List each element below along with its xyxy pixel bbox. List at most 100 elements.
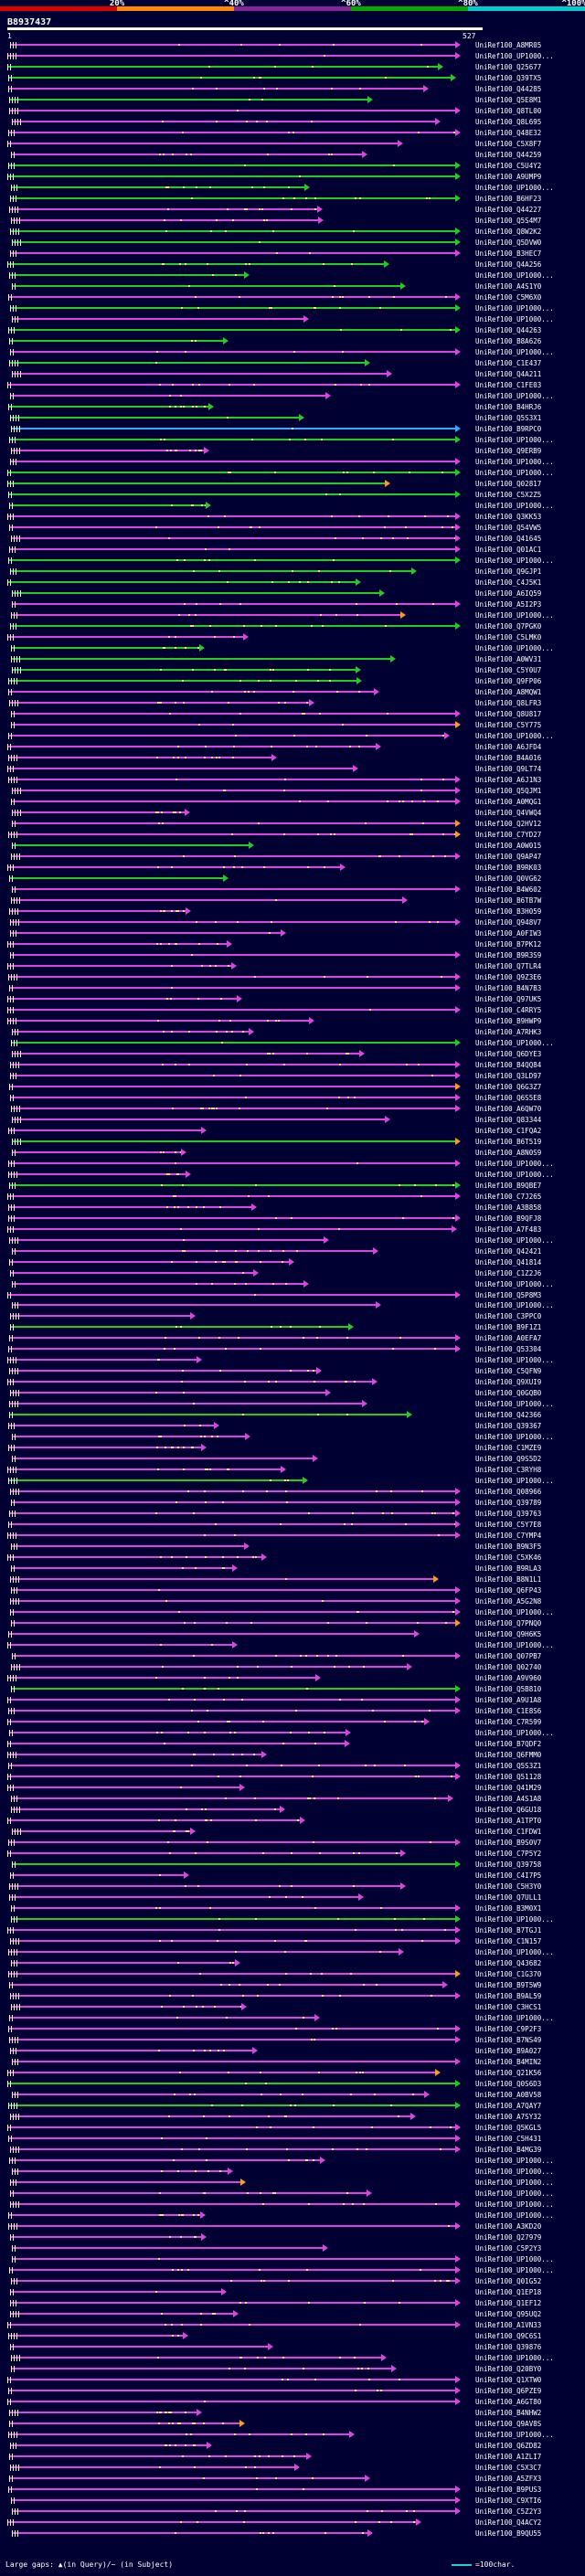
hit-row[interactable]: UniRef100_C4I7P5 xyxy=(0,1871,585,1880)
hit-label[interactable]: UniRef100_C7YMP4 xyxy=(475,1532,542,1541)
hit-label[interactable]: UniRef100_Q41M29 xyxy=(475,1784,542,1793)
hit-row[interactable]: UniRef100_Q44259 xyxy=(0,150,585,159)
hit-row[interactable]: UniRef100_A9UMP9 xyxy=(0,172,585,181)
hit-row[interactable]: UniRef100_A8MR05 xyxy=(0,41,585,49)
hit-row[interactable]: UniRef100_UP1000... xyxy=(0,1729,585,1737)
hit-label[interactable]: UniRef100_UP1000... xyxy=(475,1948,554,1957)
hit-row[interactable]: UniRef100_Q41M29 xyxy=(0,1784,585,1792)
hit-row[interactable]: UniRef100_B6TB7W xyxy=(0,896,585,905)
hit-row[interactable]: UniRef100_Q51128 xyxy=(0,1773,585,1781)
hit-label[interactable]: UniRef100_Q6DYE3 xyxy=(475,1049,542,1058)
hit-row[interactable]: UniRef100_C5M6X0 xyxy=(0,292,585,302)
hit-label[interactable]: UniRef100_Q44259 xyxy=(475,150,542,159)
hit-row[interactable]: UniRef100_Q8L695 xyxy=(0,117,585,126)
hit-row[interactable]: UniRef100_Q6DYE3 xyxy=(0,1049,585,1058)
hit-label[interactable]: UniRef100_UP1000... xyxy=(475,270,554,280)
hit-label[interactable]: UniRef100_B9RLA3 xyxy=(475,1564,542,1574)
hit-label[interactable]: UniRef100_C5X3C7 xyxy=(475,2464,542,2473)
hit-row[interactable]: UniRef100_Q43682 xyxy=(0,1959,585,1967)
hit-row[interactable]: UniRef100_B8A626 xyxy=(0,336,585,345)
hit-row[interactable]: UniRef100_B7QDF2 xyxy=(0,1740,585,1748)
hit-label[interactable]: UniRef100_A1ZLI7 xyxy=(475,2453,542,2462)
hit-label[interactable]: UniRef100_Q1EP18 xyxy=(475,2288,542,2297)
hit-row[interactable]: UniRef100_B3M0X1 xyxy=(0,1904,585,1913)
hit-row[interactable]: UniRef100_B6T519 xyxy=(0,1137,585,1146)
hit-label[interactable]: UniRef100_B9AL59 xyxy=(475,1992,542,2001)
hit-row[interactable]: UniRef100_Q9GJP1 xyxy=(0,567,585,576)
hit-label[interactable]: UniRef100_UP1000... xyxy=(475,1356,554,1365)
hit-label[interactable]: UniRef100_Q8W2K2 xyxy=(475,227,542,236)
hit-row[interactable]: UniRef100_Q9ERB9 xyxy=(0,446,585,455)
hit-row[interactable]: UniRef100_Q9AP47 xyxy=(0,852,585,861)
hit-row[interactable]: UniRef100_UP1000... xyxy=(0,2157,585,2165)
hit-row[interactable]: UniRef100_UP1000... xyxy=(0,391,585,400)
hit-row[interactable]: UniRef100_Q41645 xyxy=(0,534,585,543)
hit-label[interactable]: UniRef100_Q01G52 xyxy=(475,2277,542,2286)
hit-label[interactable]: UniRef100_Q9AV8S xyxy=(475,2420,542,2429)
hit-row[interactable]: UniRef100_A0W015 xyxy=(0,841,585,850)
hit-row[interactable]: UniRef100_UP1000... xyxy=(0,1948,585,1956)
hit-label[interactable]: UniRef100_Q0VG62 xyxy=(475,874,542,883)
hit-row[interactable]: UniRef100_B4HRJ6 xyxy=(0,402,585,411)
hit-label[interactable]: UniRef100_C4I7P5 xyxy=(475,1871,542,1881)
hit-row[interactable]: UniRef100_Q1EP18 xyxy=(0,2288,585,2296)
hit-label[interactable]: UniRef100_B9T5W9 xyxy=(475,1981,542,1990)
hit-row[interactable]: UniRef100_C5X8F7 xyxy=(0,139,585,148)
hit-label[interactable]: UniRef100_Q97UK5 xyxy=(475,994,542,1003)
hit-label[interactable]: UniRef100_Q2HV12 xyxy=(475,819,542,828)
hit-label[interactable]: UniRef100_A8MQW1 xyxy=(475,687,542,696)
hit-label[interactable]: UniRef100_UP1000... xyxy=(475,643,554,652)
hit-row[interactable]: UniRef100_C5QFN9 xyxy=(0,1367,585,1375)
hit-row[interactable]: UniRef100_A6IQ59 xyxy=(0,588,585,598)
hit-row[interactable]: UniRef100_UP1000... xyxy=(0,2354,585,2362)
hit-row[interactable]: UniRef100_UP1000... xyxy=(0,556,585,565)
hit-row[interactable]: UniRef100_Q4VWQ4 xyxy=(0,808,585,817)
hit-row[interactable]: UniRef100_B7NS49 xyxy=(0,2036,585,2044)
hit-row[interactable]: UniRef100_C5P2Y3 xyxy=(0,2244,585,2253)
hit-row[interactable]: UniRef100_Q5P8M3 xyxy=(0,1290,585,1299)
hit-label[interactable]: UniRef100_UP1000... xyxy=(475,1235,554,1245)
hit-row[interactable]: UniRef100_UP1000... xyxy=(0,314,585,323)
hit-label[interactable]: UniRef100_B4N7B3 xyxy=(475,983,542,992)
hit-row[interactable]: UniRef100_B9QU55 xyxy=(0,2529,585,2538)
hit-label[interactable]: UniRef100_C7J265 xyxy=(475,1192,542,1201)
hit-label[interactable]: UniRef100_C5Z2Y3 xyxy=(475,2507,542,2516)
hit-label[interactable]: UniRef100_UP1000... xyxy=(475,2014,554,2023)
hit-row[interactable]: UniRef100_A9U1A8 xyxy=(0,1696,585,1704)
hit-row[interactable]: UniRef100_C7R599 xyxy=(0,1718,585,1726)
hit-row[interactable]: UniRef100_Q39789 xyxy=(0,1499,585,1507)
hit-row[interactable]: UniRef100_B8N1L1 xyxy=(0,1575,585,1584)
hit-label[interactable]: UniRef100_C9P2F3 xyxy=(475,2025,542,2034)
hit-row[interactable]: UniRef100_A4S1Y0 xyxy=(0,281,585,291)
hit-label[interactable]: UniRef100_Q6ZD82 xyxy=(475,2442,542,2451)
hit-label[interactable]: UniRef100_B3HEC7 xyxy=(475,249,542,258)
hit-row[interactable]: UniRef100_C5H431 xyxy=(0,2135,585,2143)
hit-label[interactable]: UniRef100_C7YD27 xyxy=(475,830,542,839)
hit-row[interactable]: UniRef100_C1E8S6 xyxy=(0,1707,585,1715)
hit-label[interactable]: UniRef100_C5QFN9 xyxy=(475,1367,542,1376)
hit-label[interactable]: UniRef100_B8A626 xyxy=(475,336,542,345)
hit-row[interactable]: UniRef100_UP1000... xyxy=(0,1641,585,1649)
hit-row[interactable]: UniRef100_B9RPC0 xyxy=(0,424,585,433)
hit-label[interactable]: UniRef100_UP1000... xyxy=(475,347,554,356)
hit-label[interactable]: UniRef100_C5X2Z5 xyxy=(475,490,542,499)
hit-row[interactable]: UniRef100_Q48E32 xyxy=(0,128,585,137)
hit-row[interactable]: UniRef100_Q9S5D2 xyxy=(0,1455,585,1463)
hit-label[interactable]: UniRef100_UP1000... xyxy=(475,51,554,60)
hit-label[interactable]: UniRef100_C7R599 xyxy=(475,1718,542,1727)
hit-row[interactable]: UniRef100_C5Y775 xyxy=(0,720,585,729)
hit-row[interactable]: UniRef100_A5I2P3 xyxy=(0,599,585,609)
hit-label[interactable]: UniRef100_Q39367 xyxy=(475,1422,542,1431)
hit-row[interactable]: UniRef100_Q53304 xyxy=(0,1345,585,1353)
hit-label[interactable]: UniRef100_A6GT80 xyxy=(475,2398,542,2407)
hit-row[interactable]: UniRef100_UP1000... xyxy=(0,2431,585,2439)
hit-row[interactable]: UniRef100_B9A027 xyxy=(0,2047,585,2055)
hit-row[interactable]: UniRef100_B7PK12 xyxy=(0,939,585,949)
hit-row[interactable]: UniRef100_UP1000... xyxy=(0,183,585,192)
hit-row[interactable]: UniRef100_Q5S3Z1 xyxy=(0,1762,585,1770)
hit-label[interactable]: UniRef100_Q27979 xyxy=(475,2233,542,2242)
hit-row[interactable]: UniRef100_UP1000... xyxy=(0,1235,585,1245)
hit-label[interactable]: UniRef100_C5LMK0 xyxy=(475,632,542,641)
hit-row[interactable]: UniRef100_Q4A211 xyxy=(0,369,585,378)
hit-row[interactable]: UniRef100_B7TGJ1 xyxy=(0,1926,585,1935)
